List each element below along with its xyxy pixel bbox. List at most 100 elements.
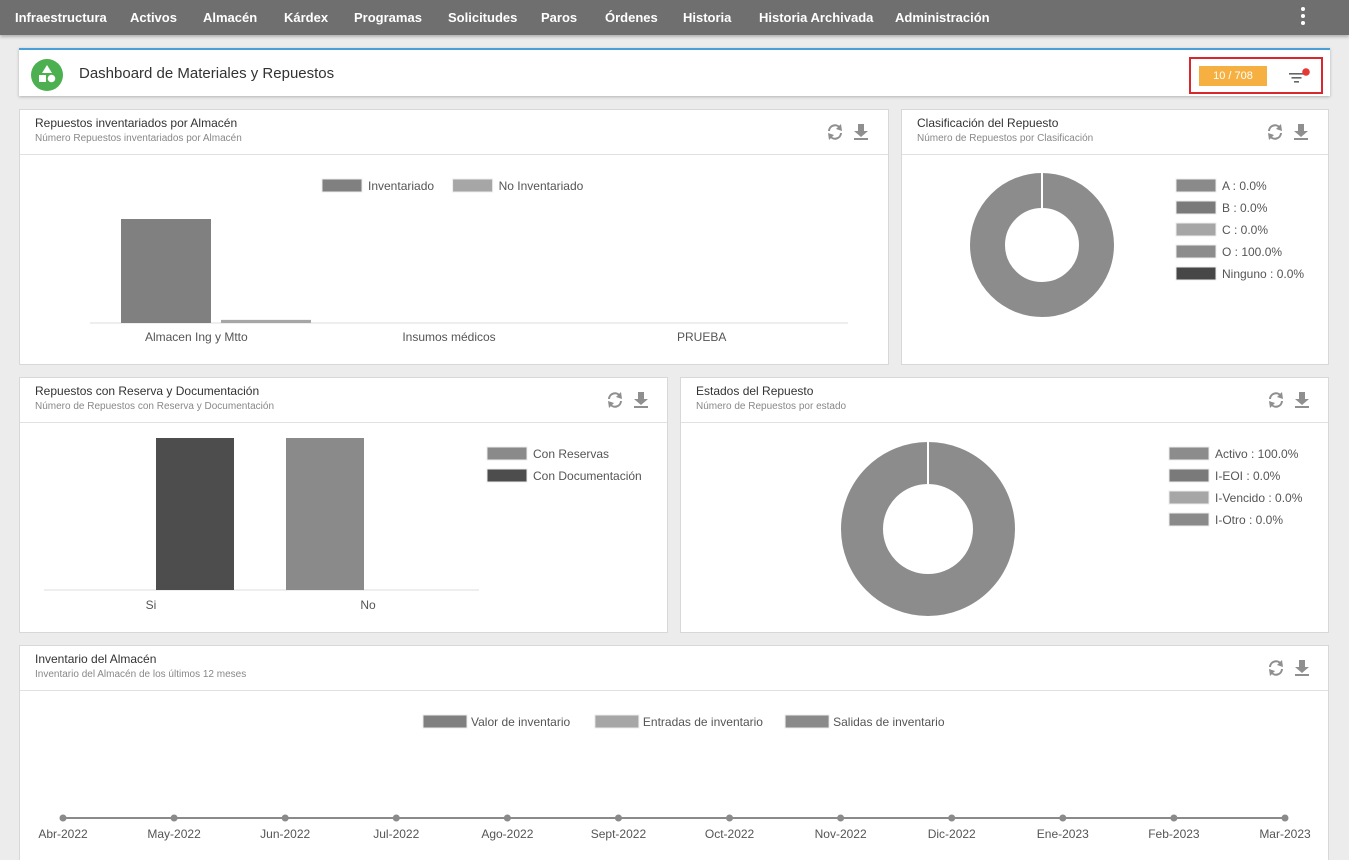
data-point [1059, 814, 1067, 822]
legend-label: Con Reservas [533, 447, 609, 461]
download-icon[interactable] [631, 390, 651, 410]
legend-label: I-Otro : 0.0% [1215, 513, 1283, 527]
tick-label: Feb-2023 [1148, 827, 1200, 841]
tick-label: Nov-2022 [815, 827, 867, 841]
tick-label: May-2022 [147, 827, 201, 841]
count-badge[interactable]: 10 / 708 [1199, 66, 1267, 86]
legend-swatch [1168, 512, 1210, 527]
card-inventariados: Repuestos inventariados por Almacén Núme… [19, 109, 889, 365]
card-subtitle: Inventario del Almacén de los últimos 12… [35, 669, 247, 680]
tick-label: Ago-2022 [481, 827, 533, 841]
materials-logo-icon [31, 59, 63, 91]
tick-label: Jun-2022 [260, 827, 310, 841]
card-subtitle: Número de Repuestos con Reserva y Docume… [35, 401, 275, 412]
nav-item-almacen[interactable]: Almacén [203, 10, 258, 25]
bar-con-documentación [156, 438, 234, 590]
legend-swatch [594, 714, 640, 729]
nav-item-kardex[interactable]: Kárdex [284, 10, 329, 25]
legend-swatch [1168, 446, 1210, 461]
data-point [614, 814, 622, 822]
legend-swatch [1175, 222, 1217, 237]
card-subtitle: Número de Repuestos por estado [696, 401, 847, 412]
legend-label: A : 0.0% [1222, 179, 1267, 193]
nav-item-historia[interactable]: Historia [683, 10, 732, 25]
tick-label: No [360, 598, 376, 612]
refresh-icon[interactable] [605, 390, 625, 410]
card-inventario: Inventario del Almacén Inventario del Al… [19, 645, 1329, 860]
legend-label: B : 0.0% [1222, 201, 1268, 215]
data-point [1170, 814, 1178, 822]
legend-swatch [486, 446, 528, 461]
data-point [948, 814, 956, 822]
tick-label: Jul-2022 [373, 827, 419, 841]
legend-swatch [486, 468, 528, 483]
nav-item-administracion[interactable]: Administración [895, 10, 990, 25]
tick-label: Oct-2022 [705, 827, 755, 841]
card-subtitle: Número de Repuestos por Clasificación [917, 133, 1094, 144]
bar-con-reservas [286, 438, 364, 590]
data-point [59, 814, 67, 822]
legend-label: I-Vencido : 0.0% [1215, 491, 1303, 505]
data-point [1281, 814, 1289, 822]
chart-reserva: Si No Con Reservas Con Documentación [44, 438, 642, 612]
chart-inventariados: Almacen Ing y Mtto Insumos médicos PRUEBA I… [90, 178, 848, 344]
legend-swatch [1168, 490, 1210, 505]
chart-estados: Activo : 100.0% I-EOI : 0.0% I-Vencido : 0… [841, 442, 1303, 616]
chart-inventario: Abr-2022 May-2022 Jun-2022 Jul-2022 Ago-2022… [38, 714, 1311, 841]
divider [20, 154, 888, 155]
data-point [170, 814, 178, 822]
divider [681, 422, 1328, 423]
legend-label: Valor de inventario [471, 715, 570, 729]
tick-label: Sept-2022 [591, 827, 647, 841]
refresh-icon[interactable] [1265, 122, 1285, 142]
tick-label: Almacen Ing y Mtto [145, 330, 248, 344]
card-title: Clasificación del Repuesto [917, 116, 1059, 130]
page-title: Dashboard de Materiales y Repuestos [79, 65, 335, 82]
legend-swatch [422, 714, 468, 729]
card-reserva: Repuestos con Reserva y Documentación Nú… [19, 377, 668, 633]
more-options-icon[interactable] [1295, 5, 1311, 29]
refresh-icon[interactable] [1266, 658, 1286, 678]
refresh-icon[interactable] [1266, 390, 1286, 410]
legend-label: O : 100.0% [1222, 245, 1282, 259]
nav-item-paros[interactable]: Paros [541, 10, 578, 25]
legend-label: Inventariado [368, 179, 434, 193]
tick-label: PRUEBA [677, 330, 726, 344]
download-icon[interactable] [1291, 122, 1311, 142]
tick-label: Insumos médicos [402, 330, 495, 344]
legend-label: I-EOI : 0.0% [1215, 469, 1281, 483]
tick-label: Si [146, 598, 157, 612]
card-title: Estados del Repuesto [696, 384, 814, 398]
download-icon[interactable] [1292, 658, 1312, 678]
download-icon[interactable] [1292, 390, 1312, 410]
legend-swatch [1175, 200, 1217, 215]
legend-swatch [784, 714, 830, 729]
refresh-icon[interactable] [825, 122, 845, 142]
legend-swatch [1175, 266, 1217, 281]
data-point [837, 814, 845, 822]
filter-icon[interactable] [1287, 67, 1311, 87]
data-point [281, 814, 289, 822]
legend-label: C : 0.0% [1222, 223, 1268, 237]
card-estados: Estados del Repuesto Número de Repuestos… [680, 377, 1329, 633]
tick-label: Abr-2022 [38, 827, 88, 841]
filter-highlight-box: 10 / 708 [1189, 57, 1323, 94]
divider [20, 422, 667, 423]
nav-item-activos[interactable]: Activos [130, 10, 177, 25]
tick-label: Dic-2022 [928, 827, 976, 841]
card-subtitle: Número Repuestos inventariados por Almac… [35, 133, 242, 144]
chart-clasificacion: A : 0.0% B : 0.0% C : 0.0% O : 100.0% Ningun… [970, 173, 1304, 317]
nav-item-solicitudes[interactable]: Solicitudes [448, 10, 518, 25]
bar-no-inventariado [221, 319, 311, 323]
card-title: Inventario del Almacén [35, 652, 157, 666]
legend-label: Activo : 100.0% [1215, 447, 1299, 461]
legend-swatch [1175, 244, 1217, 259]
data-point [392, 814, 400, 822]
top-navigation: Infraestructura Activos Almacén Kárdex P… [0, 0, 1349, 35]
nav-item-ordenes[interactable]: Órdenes [605, 10, 658, 25]
download-icon[interactable] [851, 122, 871, 142]
legend-label: Ninguno : 0.0% [1222, 267, 1304, 281]
nav-item-infraestructura[interactable]: Infraestructura [15, 10, 107, 25]
nav-item-historia-archivada[interactable]: Historia Archivada [759, 10, 874, 25]
nav-item-programas[interactable]: Programas [354, 10, 422, 25]
